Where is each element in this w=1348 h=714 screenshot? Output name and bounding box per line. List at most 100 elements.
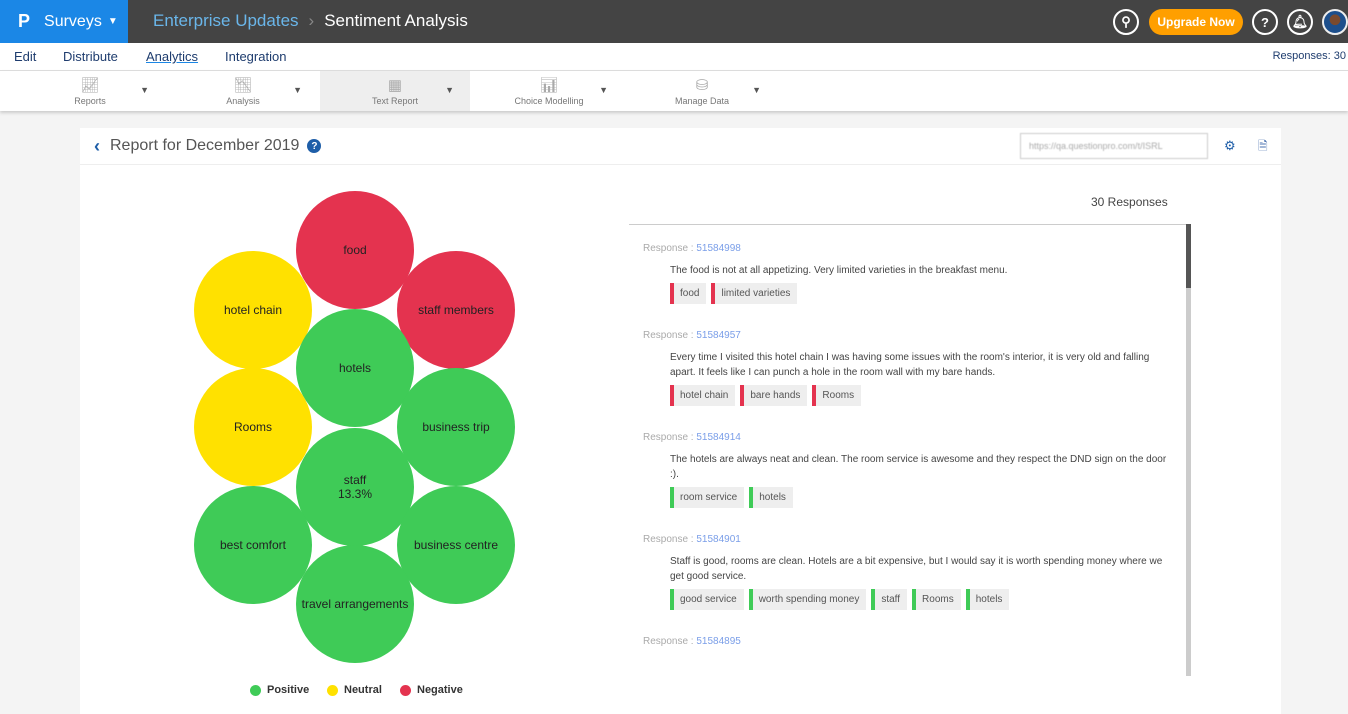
menu-distribute[interactable]: Distribute	[63, 49, 118, 64]
tool-text-report[interactable]: ▦ Text Report ▼	[320, 71, 470, 111]
menu-bar: Edit Distribute Analytics Integration Re…	[0, 43, 1348, 71]
breadcrumb-parent[interactable]: Enterprise Updates	[153, 11, 299, 30]
response-id: Response : 51584957	[643, 330, 741, 341]
keyword-tag[interactable]: food	[670, 283, 707, 304]
response-item: Response : 51584957 Every time I visited …	[629, 330, 1191, 406]
responses-total: 30 Responses	[1091, 195, 1168, 209]
menu-edit[interactable]: Edit	[14, 49, 37, 64]
bubble-label: staff members	[418, 303, 494, 317]
excel-export-icon[interactable]: 🗎	[1258, 139, 1268, 153]
keyword-tag[interactable]: Rooms	[912, 589, 961, 610]
bubble-food[interactable]: food	[296, 191, 414, 309]
legend-label: Positive	[267, 684, 310, 696]
legend-negative: Negative	[400, 684, 463, 696]
caret-down-icon[interactable]: ▼	[293, 85, 302, 95]
scrollbar[interactable]	[1186, 224, 1191, 676]
database-icon: ⛁	[695, 77, 709, 94]
scrollbar-thumb[interactable]	[1186, 224, 1191, 288]
caret-down-icon[interactable]: ▼	[445, 85, 454, 95]
help-icon[interactable]: ?	[307, 139, 322, 153]
line-chart-icon: 📈︎	[80, 77, 100, 94]
response-item: Response : 51584914 The hotels are always…	[629, 432, 1191, 508]
responses-list: Response : 51584998 The food is not at al…	[629, 224, 1191, 676]
product-switcher[interactable]: P Surveys ▼	[0, 0, 128, 43]
response-link[interactable]: 51584914	[696, 432, 741, 443]
top-bar: P Surveys ▼ Enterprise Updates › Sentiment A…	[0, 0, 1348, 43]
choice-chart-icon: 📊︎	[539, 77, 559, 94]
breadcrumb-current: Sentiment Analysis	[324, 11, 468, 30]
legend-neutral: Neutral	[327, 684, 382, 696]
bubble-hotels[interactable]: hotels	[296, 309, 414, 427]
avatar[interactable]	[1322, 9, 1348, 35]
legend-dot	[400, 684, 411, 696]
legend-dot	[250, 684, 261, 696]
tool-analysis[interactable]: 📉︎ Analysis ▼	[168, 71, 318, 111]
tool-label: Analysis	[226, 96, 260, 106]
keyword-tag[interactable]: staff	[871, 589, 908, 610]
caret-down-icon[interactable]: ▼	[752, 85, 761, 95]
tool-reports[interactable]: 📈︎ Reports ▼	[15, 71, 165, 111]
keyword-tag[interactable]: bare hands	[740, 385, 808, 406]
response-item: Response : 51584895	[629, 636, 1191, 647]
help-icon[interactable]: ?	[1252, 9, 1278, 35]
keyword-tag[interactable]: hotels	[749, 487, 793, 508]
caret-down-icon: ▼	[107, 16, 118, 27]
keyword-tag[interactable]: worth spending money	[748, 589, 867, 610]
page-title: Report for December 2019	[110, 137, 300, 154]
bubble-rooms[interactable]: Rooms	[194, 368, 312, 486]
keyword-tag[interactable]: good service	[670, 589, 744, 610]
bubble-staff-members[interactable]: staff members	[397, 251, 515, 369]
response-id: Response : 51584998	[643, 243, 741, 254]
response-text: The hotels are always neat and clean. Th…	[670, 454, 1167, 480]
keyword-tag[interactable]: hotel chain	[670, 385, 736, 406]
tool-label: Manage Data	[674, 96, 730, 106]
response-id: Response : 51584895	[643, 636, 741, 647]
response-link[interactable]: 51584895	[696, 636, 741, 647]
bubble-label: business trip	[422, 420, 490, 434]
toolbar: 📈︎ Reports ▼ 📉︎ Analysis ▼ ▦ Text Report ▼ 📊︎ C…	[0, 71, 1348, 111]
response-link[interactable]: 51584901	[696, 534, 741, 545]
menu-integration[interactable]: Integration	[225, 49, 287, 64]
response-text: Every time I visited this hotel chain I …	[670, 352, 1150, 378]
bubble-label: staff	[343, 473, 367, 487]
response-id: Response : 51584914	[643, 432, 741, 443]
responses-count: Responses: 30	[1272, 50, 1346, 62]
share-url-field[interactable]: https://qa.questionpro.com/t/ISRL	[1020, 133, 1208, 159]
response-link[interactable]: 51584957	[696, 330, 741, 341]
caret-down-icon[interactable]: ▼	[599, 85, 608, 95]
bubble-best-comfort[interactable]: best comfort	[194, 486, 312, 604]
bubble-hotel-chain[interactable]: hotel chain	[194, 251, 312, 369]
keyword-tag[interactable]: hotels	[965, 589, 1010, 610]
tool-manage-data[interactable]: ⛁ Manage Data ▼	[627, 71, 777, 111]
keyword-tag[interactable]: limited varieties	[711, 283, 798, 304]
back-icon[interactable]: ‹	[94, 135, 100, 156]
keyword-tag[interactable]: room service	[670, 487, 745, 508]
bubble-percent: 13.3%	[337, 487, 373, 501]
search-icon[interactable]: ⚲	[1113, 9, 1139, 35]
tool-label: Reports	[74, 96, 106, 106]
report-header: ‹ Report for December 2019 ? https://qa.…	[80, 128, 1281, 165]
keyword-tag[interactable]: Rooms	[812, 385, 862, 406]
logo: P	[18, 11, 31, 31]
response-item: Response : 51584998 The food is not at al…	[629, 243, 1191, 304]
bell-icon[interactable]: 🔔︎	[1287, 9, 1313, 35]
menu-analytics[interactable]: Analytics	[146, 49, 199, 64]
bubble-staff[interactable]: staff 13.3%	[296, 428, 414, 546]
response-id: Response : 51584901	[643, 534, 741, 545]
text-report-icon: ▦	[387, 77, 403, 94]
bubble-business-trip[interactable]: business trip	[397, 368, 515, 486]
bubble-label: food	[343, 243, 367, 257]
upgrade-button[interactable]: Upgrade Now	[1149, 9, 1243, 35]
caret-down-icon[interactable]: ▼	[140, 85, 149, 95]
bubble-label: travel arrangements	[301, 597, 409, 611]
chevron-right-icon: ›	[308, 11, 315, 30]
bubble-label: business centre	[413, 538, 499, 552]
bubble-business-centre[interactable]: business centre	[397, 486, 515, 604]
legend-label: Neutral	[344, 684, 382, 696]
tool-choice-modelling[interactable]: 📊︎ Choice Modelling ▼	[474, 71, 624, 111]
bubble-travel-arrangements[interactable]: travel arrangements	[296, 545, 414, 663]
gear-icon[interactable]: ⚙	[1224, 138, 1236, 153]
response-link[interactable]: 51584998	[696, 243, 741, 254]
tool-label: Choice Modelling	[514, 96, 584, 106]
bubble-label: hotels	[338, 361, 372, 375]
